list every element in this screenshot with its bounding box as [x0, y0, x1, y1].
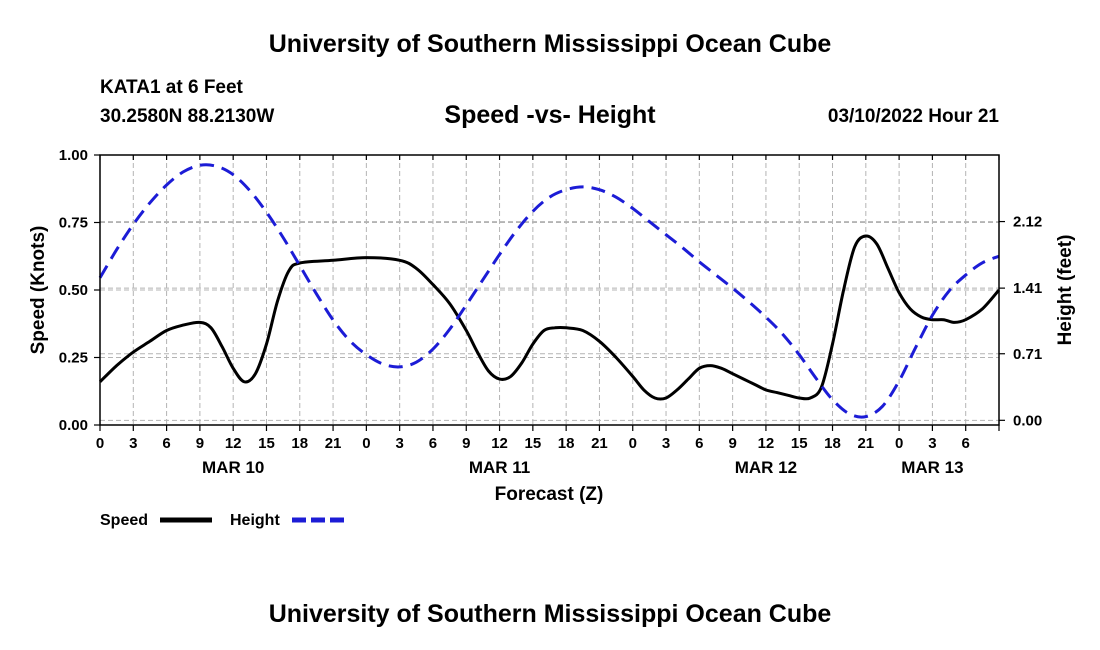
x-tick-label: 18	[558, 435, 575, 452]
x-tick-label: 12	[758, 435, 775, 452]
legend-label-height: Height	[230, 512, 280, 529]
forecast-datetime: 03/10/2022 Hour 21	[827, 106, 999, 127]
y-tick-label-right: 0.71	[1013, 346, 1042, 363]
x-tick-label: 15	[258, 435, 275, 452]
date-label: MAR 10	[202, 458, 264, 477]
x-tick-label: 0	[629, 435, 637, 452]
x-tick-label: 0	[362, 435, 370, 452]
x-tick-label: 18	[824, 435, 841, 452]
x-tick-label: 3	[129, 435, 137, 452]
y-tick-label-left: 0.00	[59, 417, 88, 434]
speed-height-chart: 0 3 6 9 12 15 18 21 0 3 6 9 12 15 18 21 0 3 6 9 12 15 18 21 0 3 6 M…	[28, 147, 1076, 529]
x-tick-label: 6	[962, 435, 970, 452]
y-tick-label-left: 1.00	[59, 147, 88, 164]
x-tick-label: 3	[928, 435, 936, 452]
y-tick-label-left: 0.25	[59, 350, 88, 367]
station-label: KATA1 at 6 Feet	[100, 77, 243, 98]
x-tick-label: 9	[462, 435, 470, 452]
y-tick-label-right: 2.12	[1013, 214, 1042, 231]
series-line-speed	[98, 234, 1001, 401]
legend: Speed Height	[100, 512, 344, 529]
x-tick-label: 18	[291, 435, 308, 452]
y-tick-label-left: 0.50	[59, 282, 88, 299]
x-tick-label: 6	[429, 435, 437, 452]
chart-title: Speed -vs- Height	[444, 101, 656, 129]
series-layer	[98, 163, 1001, 419]
x-tick-label: 21	[325, 435, 342, 452]
x-tick-label: 15	[791, 435, 808, 452]
x-tick-label: 0	[96, 435, 104, 452]
date-label: MAR 13	[901, 458, 963, 477]
date-label: MAR 11	[469, 458, 530, 477]
x-tick-label: 9	[728, 435, 736, 452]
series-line-height	[98, 163, 1000, 419]
page-title: University of Southern Mississippi Ocean…	[268, 30, 832, 58]
x-tick-label: 9	[196, 435, 204, 452]
y-tick-label-right: 1.41	[1013, 280, 1042, 297]
x-tick-label: 3	[395, 435, 403, 452]
x-tick-label: 0	[895, 435, 903, 452]
x-tick-label: 6	[162, 435, 170, 452]
x-tick-label: 3	[662, 435, 670, 452]
legend-label-speed: Speed	[100, 512, 148, 529]
x-tick-label: 12	[225, 435, 242, 452]
station-coordinates: 30.2580N 88.2130W	[100, 106, 275, 127]
date-label: MAR 12	[735, 458, 797, 477]
footer-title: University of Southern Mississippi Ocean…	[268, 600, 832, 628]
axes: 0 3 6 9 12 15 18 21 0 3 6 9 12 15 18 21 0 3 6 9 12 15 18 21 0 3 6 M…	[59, 147, 1042, 477]
x-tick-label: 21	[591, 435, 608, 452]
y-axis-title-right: Height (feet)	[1055, 235, 1076, 346]
x-tick-label: 21	[857, 435, 874, 452]
x-tick-label: 15	[525, 435, 542, 452]
grid	[100, 155, 999, 425]
y-tick-label-right: 0.00	[1013, 412, 1042, 429]
x-tick-label: 6	[695, 435, 703, 452]
y-tick-label-left: 0.75	[59, 215, 88, 232]
x-axis-title: Forecast (Z)	[495, 484, 604, 505]
y-axis-title-left: Speed (Knots)	[28, 226, 49, 355]
x-tick-label: 12	[491, 435, 508, 452]
